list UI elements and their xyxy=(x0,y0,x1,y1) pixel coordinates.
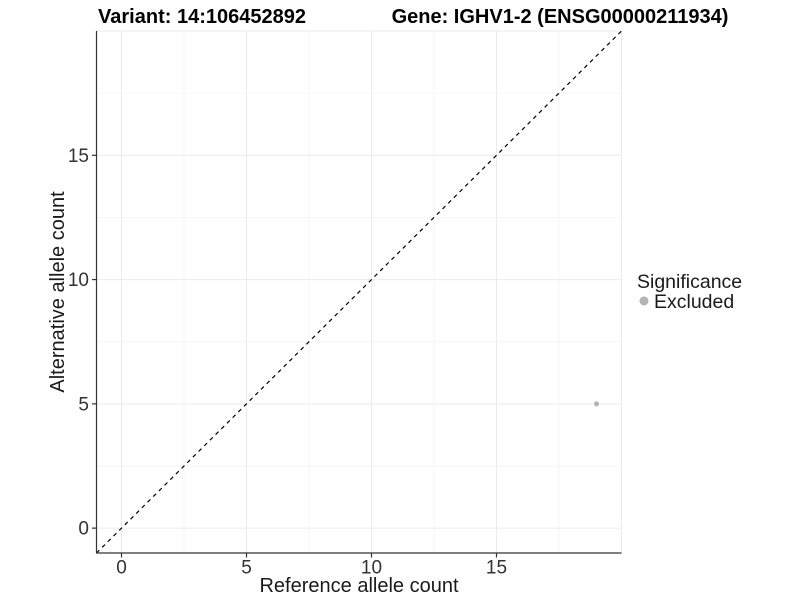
x-tick-label: 10 xyxy=(361,558,382,579)
y-tick-label: 0 xyxy=(78,519,89,540)
y-tick-label: 10 xyxy=(68,270,89,291)
data-points xyxy=(594,401,599,407)
legend-items: Excluded xyxy=(639,291,734,313)
x-tick-label: 0 xyxy=(116,558,127,579)
legend-title: Significance xyxy=(637,271,742,293)
x-axis-title: Reference allele count xyxy=(259,575,458,597)
plot-title-gene: Gene: IGHV1-2 (ENSG00000211934) xyxy=(392,6,729,28)
identity-line xyxy=(96,30,622,554)
legend-swatch-icon xyxy=(639,296,649,306)
gridlines-major xyxy=(96,30,622,553)
y-axis-title: Alternative allele count xyxy=(47,191,69,393)
legend: Significance Excluded xyxy=(637,271,742,313)
y-tick-label: 15 xyxy=(68,146,89,167)
x-tick-label: 5 xyxy=(241,558,252,579)
x-tick-label: 15 xyxy=(486,558,507,579)
legend-item-label: Excluded xyxy=(654,291,734,313)
data-point xyxy=(594,401,599,407)
y-tick-label: 5 xyxy=(78,394,89,415)
plot-title-variant: Variant: 14:106452892 xyxy=(98,6,306,28)
y-axis-ticks: 0 5 10 15 xyxy=(68,146,97,540)
x-axis-ticks: 0 5 10 15 xyxy=(116,553,507,579)
